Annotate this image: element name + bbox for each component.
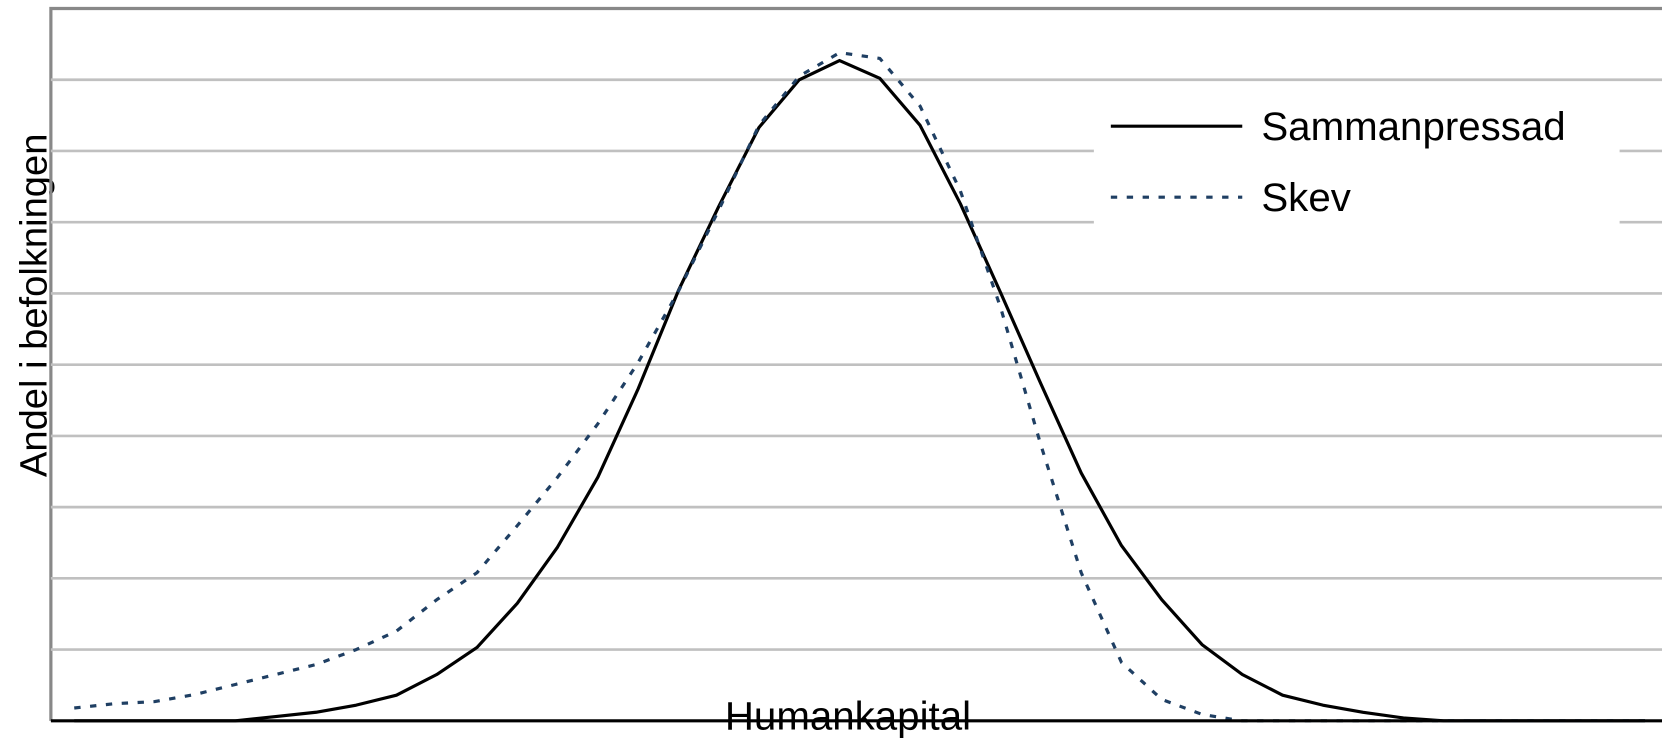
x-axis-label: Humankapital — [725, 693, 971, 738]
y-axis-label: Andel i befolkningen — [13, 134, 56, 478]
plot-frame — [49, 6, 1662, 721]
legend-label: Sammanpressad — [1261, 104, 1565, 149]
series-line — [74, 58, 1646, 723]
legend-box — [1093, 97, 1620, 229]
legend-label: Skev — [1261, 175, 1351, 220]
